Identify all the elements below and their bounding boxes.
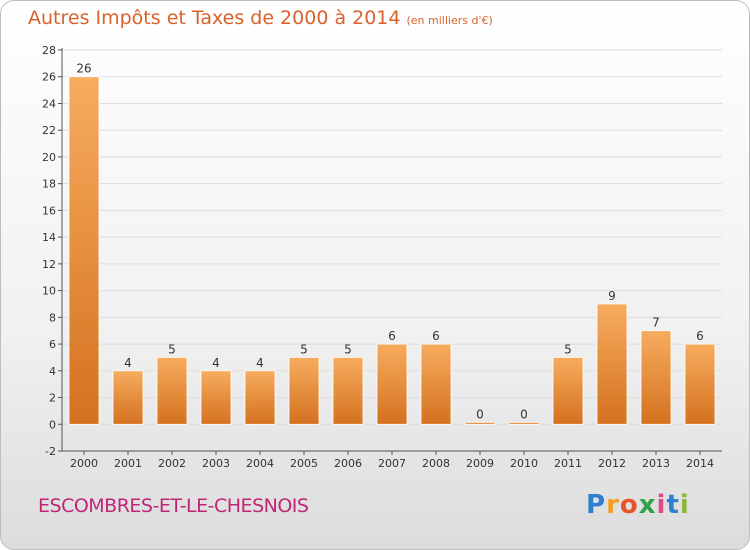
data-label-2006: 5 <box>344 342 352 356</box>
data-label-2012: 9 <box>608 289 616 303</box>
data-label-2004: 4 <box>256 356 264 370</box>
data-label-2010: 0 <box>520 407 528 421</box>
data-label-2000: 26 <box>76 62 91 76</box>
y-tick-label: 12 <box>42 258 56 271</box>
bar-2001 <box>112 370 144 425</box>
chart-title-group: Autres Impôts et Taxes de 2000 à 2014 (en… <box>28 7 493 29</box>
x-tick-label-2004: 2004 <box>246 457 274 470</box>
bar-2007 <box>376 343 408 425</box>
y-tick-label: 16 <box>42 204 56 217</box>
data-label-2014: 6 <box>696 329 704 343</box>
y-tick-label: 18 <box>42 178 56 191</box>
chart-title: Autres Impôts et Taxes de 2000 à 2014 <box>28 7 401 29</box>
y-tick-label: 28 <box>42 44 56 57</box>
bar-2005 <box>288 357 320 425</box>
x-tick-label-2013: 2013 <box>642 457 670 470</box>
x-tick-label-2010: 2010 <box>510 457 538 470</box>
chart-subtitle: (en milliers d'€) <box>406 14 493 27</box>
bar-2003 <box>200 370 232 425</box>
x-tick-label-2009: 2009 <box>466 457 494 470</box>
x-tick-label-2011: 2011 <box>554 457 582 470</box>
brand-letter: x <box>638 490 657 520</box>
commune-name: ESCOMBRES-ET-LE-CHESNOIS <box>38 495 309 517</box>
x-tick-label-2014: 2014 <box>686 457 714 470</box>
bar-2004 <box>244 370 276 425</box>
x-tick-label-2005: 2005 <box>290 457 318 470</box>
brand-letter: P <box>586 490 607 520</box>
bar-2013 <box>640 330 672 425</box>
y-tick-label: 22 <box>42 124 56 137</box>
brand-letter: i <box>679 490 690 520</box>
y-tick-label: 8 <box>49 311 56 324</box>
data-label-2011: 5 <box>564 342 572 356</box>
y-tick-label: 4 <box>49 365 56 378</box>
bar-2006 <box>332 357 364 425</box>
x-tick-label-2008: 2008 <box>422 457 450 470</box>
bar-2012 <box>596 303 628 425</box>
data-label-2005: 5 <box>300 342 308 356</box>
y-tick-label: 6 <box>49 338 56 351</box>
y-tick-label: 20 <box>42 151 56 164</box>
x-tick-label-2007: 2007 <box>378 457 406 470</box>
brand-letter: t <box>666 490 680 520</box>
y-tick-label: 14 <box>42 231 56 244</box>
data-label-2008: 6 <box>432 329 440 343</box>
x-tick-label-2003: 2003 <box>202 457 230 470</box>
bar-2002 <box>156 357 188 425</box>
x-tick-label-2012: 2012 <box>598 457 626 470</box>
data-label-2001: 4 <box>124 356 132 370</box>
y-tick-label: -2 <box>45 445 56 458</box>
x-tick-label-2002: 2002 <box>158 457 186 470</box>
brand-letter: i <box>656 490 667 520</box>
x-tick-label-2001: 2001 <box>114 457 142 470</box>
bar-2011 <box>552 357 584 425</box>
bar-2008 <box>420 343 452 425</box>
brand-letter: o <box>619 490 639 520</box>
x-tick-label-2006: 2006 <box>334 457 362 470</box>
y-tick-label: 0 <box>49 418 56 431</box>
bar-2009 <box>464 421 496 425</box>
bar-2000 <box>68 76 100 425</box>
data-label-2013: 7 <box>652 316 660 330</box>
data-label-2007: 6 <box>388 329 396 343</box>
data-label-2003: 4 <box>212 356 220 370</box>
y-tick-label: 26 <box>42 71 56 84</box>
y-tick-label: 2 <box>49 392 56 405</box>
x-tick-label-2000: 2000 <box>70 457 98 470</box>
y-tick-label: 24 <box>42 97 56 110</box>
data-label-2009: 0 <box>476 407 484 421</box>
bar-2010 <box>508 421 540 425</box>
proxiti-logo: Proxiti <box>586 490 690 520</box>
data-label-2002: 5 <box>168 342 176 356</box>
bar-2014 <box>684 343 716 425</box>
brand-letter: r <box>606 490 620 520</box>
y-tick-label: 10 <box>42 285 56 298</box>
